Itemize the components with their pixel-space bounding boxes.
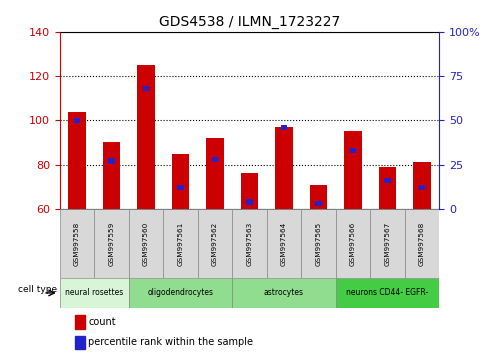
FancyBboxPatch shape	[129, 209, 163, 278]
Bar	[384, 178, 391, 183]
Text: GSM997564: GSM997564	[281, 221, 287, 266]
Bar	[379, 167, 396, 209]
Bar	[143, 86, 149, 91]
Bar	[315, 201, 321, 206]
Text: percentile rank within the sample: percentile rank within the sample	[88, 337, 253, 348]
Bar	[68, 112, 86, 209]
Text: neural rosettes: neural rosettes	[65, 289, 123, 297]
Text: GSM997568: GSM997568	[419, 221, 425, 266]
Bar	[310, 184, 327, 209]
Bar	[247, 199, 252, 205]
FancyBboxPatch shape	[232, 278, 336, 308]
Text: GSM997565: GSM997565	[315, 221, 321, 266]
Bar	[241, 173, 258, 209]
Title: GDS4538 / ILMN_1723227: GDS4538 / ILMN_1723227	[159, 16, 340, 29]
Text: GSM997559: GSM997559	[109, 221, 115, 266]
Bar	[172, 154, 189, 209]
FancyBboxPatch shape	[336, 209, 370, 278]
Bar	[350, 148, 356, 153]
Bar	[413, 162, 431, 209]
FancyBboxPatch shape	[405, 209, 439, 278]
FancyBboxPatch shape	[198, 209, 232, 278]
Bar	[281, 125, 287, 130]
Bar	[103, 143, 120, 209]
Bar	[344, 131, 362, 209]
FancyBboxPatch shape	[336, 278, 439, 308]
Text: astrocytes: astrocytes	[264, 289, 304, 297]
Text: GSM997567: GSM997567	[384, 221, 390, 266]
FancyBboxPatch shape	[60, 209, 94, 278]
Text: cell type: cell type	[18, 285, 57, 295]
FancyBboxPatch shape	[301, 209, 336, 278]
FancyBboxPatch shape	[267, 209, 301, 278]
Text: oligodendrocytes: oligodendrocytes	[148, 289, 214, 297]
Text: GSM997562: GSM997562	[212, 221, 218, 266]
Bar	[74, 118, 80, 123]
Bar	[137, 65, 155, 209]
FancyBboxPatch shape	[232, 209, 267, 278]
FancyBboxPatch shape	[370, 209, 405, 278]
Text: GSM997566: GSM997566	[350, 221, 356, 266]
FancyBboxPatch shape	[129, 278, 232, 308]
FancyBboxPatch shape	[163, 209, 198, 278]
Text: GSM997561: GSM997561	[178, 221, 184, 266]
Bar	[178, 185, 184, 190]
Bar	[275, 127, 292, 209]
Bar	[212, 156, 218, 162]
Text: GSM997560: GSM997560	[143, 221, 149, 266]
FancyBboxPatch shape	[60, 278, 129, 308]
FancyBboxPatch shape	[94, 209, 129, 278]
Bar	[108, 158, 115, 164]
Bar	[75, 336, 84, 349]
Text: count: count	[88, 317, 116, 327]
Bar	[419, 185, 425, 190]
Text: GSM997558: GSM997558	[74, 221, 80, 266]
Text: neurons CD44- EGFR-: neurons CD44- EGFR-	[346, 289, 429, 297]
Text: GSM997563: GSM997563	[247, 221, 252, 266]
Bar	[207, 138, 224, 209]
Bar	[75, 315, 84, 329]
